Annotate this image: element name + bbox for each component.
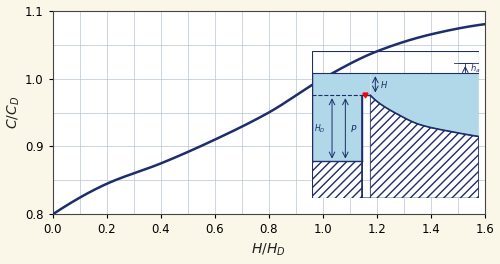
Y-axis label: $C/C_D$: $C/C_D$: [6, 96, 22, 129]
X-axis label: $H/H_D$: $H/H_D$: [252, 242, 286, 258]
